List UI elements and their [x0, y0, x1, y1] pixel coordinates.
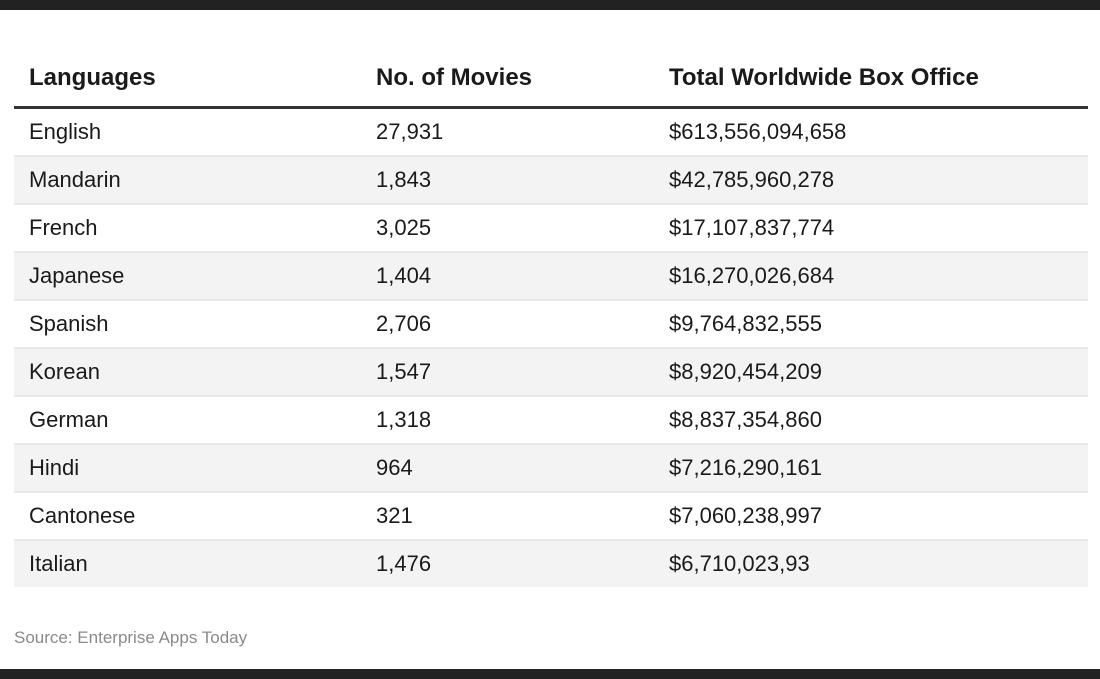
box-office-table: Languages No. of Movies Total Worldwide …	[14, 50, 1088, 587]
movies-count-cell: 1,843	[361, 156, 654, 205]
language-cell: German	[14, 396, 361, 445]
movies-count-cell: 1,547	[361, 348, 654, 397]
box-office-cell: $8,837,354,860	[654, 396, 1088, 445]
table-row: German 1,318 $8,837,354,860	[14, 396, 1088, 445]
box-office-cell: $6,710,023,93	[654, 540, 1088, 587]
table-row: French 3,025 $17,107,837,774	[14, 204, 1088, 253]
table-row: Hindi 964 $7,216,290,161	[14, 444, 1088, 493]
box-office-cell: $9,764,832,555	[654, 300, 1088, 349]
table-row: Italian 1,476 $6,710,023,93	[14, 540, 1088, 587]
box-office-cell: $7,216,290,161	[654, 444, 1088, 493]
language-cell: Mandarin	[14, 156, 361, 205]
box-office-cell: $17,107,837,774	[654, 204, 1088, 253]
table-row: English 27,931 $613,556,094,658	[14, 107, 1088, 157]
table-row: Mandarin 1,843 $42,785,960,278	[14, 156, 1088, 205]
movies-count-cell: 1,318	[361, 396, 654, 445]
box-office-cell: $42,785,960,278	[654, 156, 1088, 205]
box-office-cell: $7,060,238,997	[654, 492, 1088, 541]
language-cell: Cantonese	[14, 492, 361, 541]
source-note: Source: Enterprise Apps Today	[14, 628, 248, 647]
language-cell: Hindi	[14, 444, 361, 493]
language-cell: Japanese	[14, 252, 361, 301]
movies-count-cell: 2,706	[361, 300, 654, 349]
language-cell: French	[14, 204, 361, 253]
movies-count-cell: 3,025	[361, 204, 654, 253]
bottom-frame-bar	[0, 669, 1100, 679]
movies-count-cell: 1,476	[361, 540, 654, 587]
table-row: Japanese 1,404 $16,270,026,684	[14, 252, 1088, 301]
box-office-cell: $16,270,026,684	[654, 252, 1088, 301]
movies-count-cell: 1,404	[361, 252, 654, 301]
table-header-row: Languages No. of Movies Total Worldwide …	[14, 50, 1088, 109]
language-cell: Italian	[14, 540, 361, 587]
box-office-cell: $613,556,094,658	[654, 107, 1088, 157]
movies-count-cell: 27,931	[361, 107, 654, 157]
box-office-cell: $8,920,454,209	[654, 348, 1088, 397]
movies-count-cell: 964	[361, 444, 654, 493]
header-no-of-movies: No. of Movies	[361, 50, 654, 109]
top-frame-bar	[0, 0, 1100, 10]
header-languages: Languages	[14, 50, 361, 109]
table-row: Cantonese 321 $7,060,238,997	[14, 492, 1088, 541]
language-cell: English	[14, 107, 361, 157]
language-cell: Korean	[14, 348, 361, 397]
header-total-box-office: Total Worldwide Box Office	[654, 50, 1088, 109]
movies-count-cell: 321	[361, 492, 654, 541]
table-row: Korean 1,547 $8,920,454,209	[14, 348, 1088, 397]
language-cell: Spanish	[14, 300, 361, 349]
table-row: Spanish 2,706 $9,764,832,555	[14, 300, 1088, 349]
